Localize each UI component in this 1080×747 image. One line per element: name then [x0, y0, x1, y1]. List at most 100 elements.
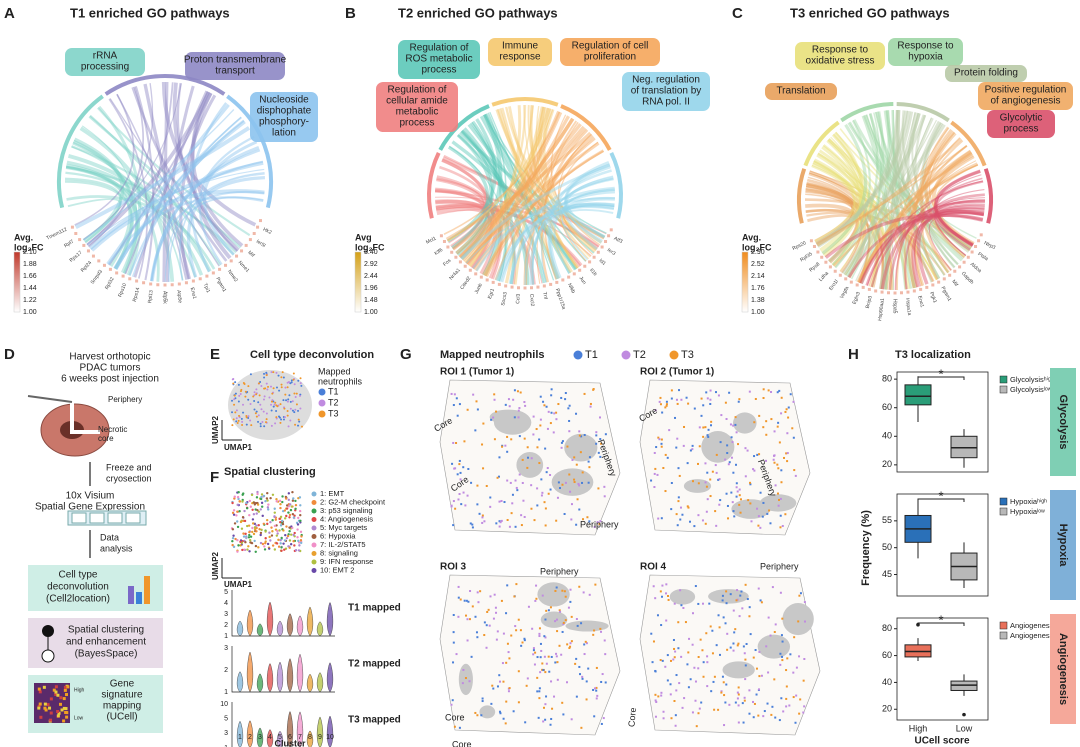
chord: [823, 144, 889, 290]
chord: [827, 139, 867, 276]
cell: [270, 400, 273, 403]
neutrophil: [674, 714, 677, 717]
neutrophil: [600, 630, 603, 633]
gene-cell: [583, 264, 587, 268]
neutrophil: [533, 663, 536, 666]
spot: [248, 538, 252, 542]
spot: [294, 507, 297, 510]
neutrophil: [712, 680, 715, 683]
neutrophil: [455, 441, 458, 444]
neutrophil: [488, 624, 491, 627]
neutrophil: [659, 403, 662, 406]
neutrophil: [556, 630, 559, 633]
chord: [115, 116, 242, 270]
neutrophil: [495, 522, 498, 525]
neutrophil: [725, 418, 728, 421]
spot: [292, 497, 295, 500]
chord: [202, 140, 258, 256]
label: Mcl1: [425, 236, 437, 246]
chord: [805, 185, 870, 283]
chord: [508, 106, 580, 269]
neutrophil: [760, 674, 763, 677]
cell: [265, 418, 268, 421]
label: UMAP1: [224, 580, 253, 589]
neutrophil: [762, 715, 765, 718]
axes: [231, 702, 233, 747]
neutrophil: [738, 398, 741, 401]
label: neutrophils: [318, 376, 363, 386]
neutrophil: [737, 443, 740, 446]
chord: [535, 105, 590, 260]
violin: [286, 658, 294, 693]
colorbar: [13, 251, 21, 313]
neutrophil: [503, 501, 506, 504]
neutrophil: [458, 493, 461, 496]
spot: [281, 522, 285, 526]
neutrophil: [773, 678, 776, 681]
neutrophil: [469, 522, 472, 525]
neutrophil: [583, 653, 586, 656]
label: 45: [882, 569, 892, 579]
label: Tnf: [541, 292, 548, 301]
label: 3: p53 signaling: [320, 506, 373, 515]
neutrophil: [725, 492, 728, 495]
neutrophil: [547, 492, 550, 495]
capture-area: [107, 512, 123, 524]
neutrophil: [681, 513, 684, 516]
chord: [149, 149, 261, 282]
neutrophil: [530, 507, 533, 510]
neutrophil: [753, 421, 756, 424]
chord: [113, 160, 264, 269]
chord: [172, 82, 240, 252]
spot: [296, 523, 300, 526]
spot: [263, 548, 267, 551]
chord: [88, 161, 264, 250]
label: Ptsla: [976, 251, 989, 262]
tissue: [439, 574, 621, 736]
neutrophil: [753, 455, 756, 458]
neutrophil: [757, 714, 760, 717]
gene-cell: [191, 279, 195, 283]
neutrophil: [670, 717, 673, 720]
neutrophil: [543, 404, 546, 407]
neutrophil: [665, 619, 668, 622]
neutrophil: [526, 466, 529, 469]
neutrophil: [780, 396, 783, 399]
neutrophil: [547, 609, 550, 612]
spot: [236, 550, 239, 553]
spot: [236, 510, 239, 513]
spot: [298, 544, 301, 547]
pathway-arc: [803, 120, 840, 167]
spot: [240, 527, 244, 530]
neutrophil: [724, 701, 727, 704]
neutrophil: [706, 397, 709, 400]
neutrophil: [655, 700, 658, 703]
neutrophil: [781, 655, 784, 658]
label: Periphery: [580, 519, 619, 529]
hm-dot: [43, 702, 47, 706]
cell: [297, 418, 300, 421]
necrosis: [540, 611, 568, 628]
neutrophil: [802, 711, 805, 714]
label: Mapped neutrophils: [440, 349, 545, 361]
neutrophil: [451, 699, 454, 702]
spot: [277, 545, 281, 548]
neutrophil: [702, 602, 705, 605]
cell: [272, 371, 275, 374]
label: *: [938, 612, 943, 627]
neutrophil: [450, 505, 453, 508]
neutrophil: [706, 685, 709, 688]
axes: [221, 558, 242, 579]
neutrophil: [697, 514, 700, 517]
gene-cell: [108, 267, 112, 271]
chord: [435, 203, 486, 248]
cut: [70, 400, 100, 434]
spot: [296, 528, 299, 531]
chord: [878, 112, 921, 290]
gene-cell: [156, 283, 160, 287]
neutrophil: [694, 699, 697, 702]
cell: [237, 383, 240, 386]
neutrophil: [514, 625, 517, 628]
spot: [289, 542, 293, 546]
neutrophil: [570, 615, 573, 618]
